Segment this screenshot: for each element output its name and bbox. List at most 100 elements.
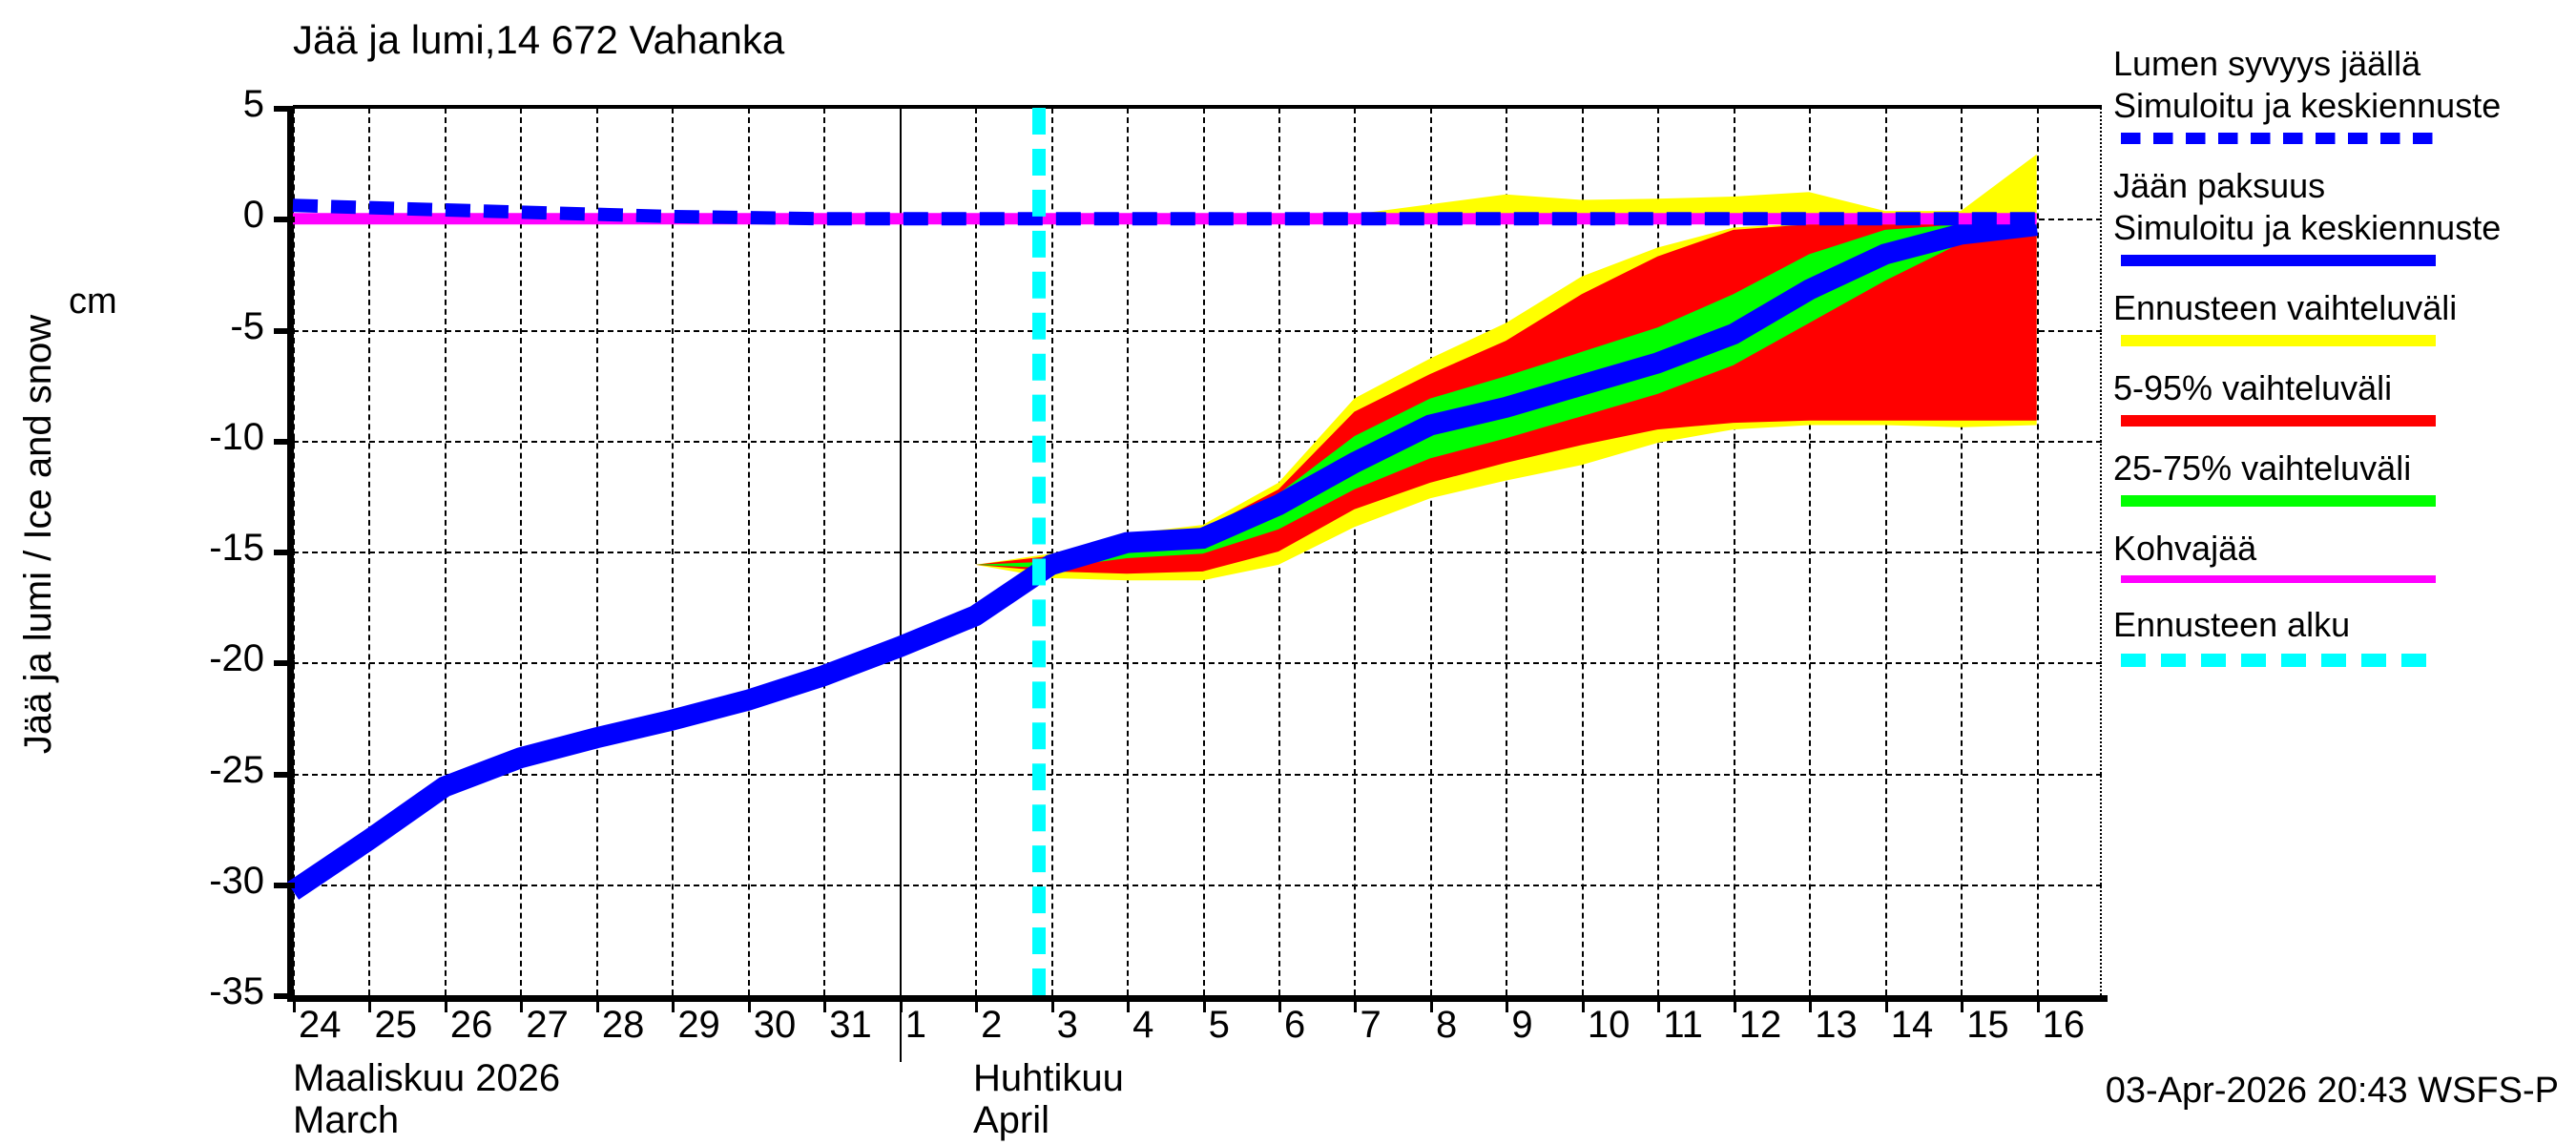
y-tick-mark: [274, 438, 295, 445]
x-tick-label: 12: [1738, 1004, 1782, 1046]
y-axis-label-wrapper: Jää ja lumi / Ice and snow: [10, 172, 67, 897]
plot-area: [286, 108, 2102, 1062]
x-tick-mark: [1733, 995, 1736, 1012]
x-tick-mark: [1809, 995, 1813, 1012]
x-tick-label: 25: [374, 1004, 417, 1046]
page-title: Jää ja lumi,14 672 Vahanka: [293, 17, 785, 62]
legend-item-swatch: [2121, 654, 2436, 667]
x-tick-label: 27: [526, 1004, 569, 1046]
x-tick-label: 28: [601, 1004, 645, 1046]
x-tick-mark: [1429, 995, 1433, 1012]
x-tick-mark: [899, 995, 903, 1012]
gridline-horizontal: [293, 773, 2102, 776]
y-tick-mark: [274, 882, 295, 888]
legend-item-title: Ennusteen vaihteluväli: [2113, 288, 2458, 327]
footer-timestamp: 03-Apr-2026 20:43 WSFS-P: [2105, 1071, 2559, 1111]
x-axis-line: [287, 995, 2108, 1002]
x-tick-mark: [1581, 995, 1585, 1012]
band-snow-range: [975, 154, 2037, 219]
legend-item-subtitle: Simuloitu ja keskiennuste: [2113, 208, 2502, 247]
x-tick-mark: [595, 995, 599, 1012]
y-tick-label: -25: [209, 748, 264, 791]
x-tick-mark: [1354, 995, 1358, 1012]
x-tick-mark: [975, 995, 979, 1012]
gridline-horizontal: [293, 662, 2102, 665]
x-tick-mark: [1202, 995, 1206, 1012]
y-tick-label: -5: [230, 304, 264, 347]
y-tick-label: -35: [209, 970, 264, 1012]
legend: Lumen syvyys jäällä Simuloitu ja keskienn…: [2113, 43, 2562, 688]
y-tick-mark: [274, 993, 295, 999]
x-tick-mark: [1961, 995, 1964, 1012]
x-tick-label: 6: [1284, 1004, 1306, 1046]
y-tick-label: -30: [209, 859, 264, 902]
legend-item-swatch: [2121, 335, 2436, 346]
legend-item[interactable]: Lumen syvyys jäällä Simuloitu ja keskienn…: [2113, 43, 2562, 144]
x-tick-mark: [444, 995, 447, 1012]
x-axis-month2-fi: Huhtikuu: [973, 1057, 1124, 1099]
gridline-horizontal: [293, 995, 2102, 997]
legend-item[interactable]: Ennusteen alku: [2113, 604, 2562, 667]
x-tick-label: 9: [1511, 1004, 1533, 1046]
y-tick-mark: [274, 327, 295, 334]
legend-item-title: Kohvajää: [2113, 529, 2257, 568]
x-axis-month2-en: April: [973, 1099, 1050, 1141]
y-tick-mark: [274, 660, 295, 667]
y-axis-label: Jää ja lumi / Ice and snow: [17, 314, 59, 755]
y-tick-mark: [274, 217, 295, 223]
x-tick-mark: [2036, 995, 2040, 1012]
x-tick-mark: [1657, 995, 1661, 1012]
x-axis-month1-fi: Maaliskuu 2026: [293, 1057, 561, 1099]
x-axis-month1-en: March: [293, 1099, 400, 1141]
x-tick-mark: [293, 995, 296, 1012]
legend-item[interactable]: 5-95% vaihteluväli: [2113, 367, 2562, 427]
legend-item-swatch: [2121, 255, 2436, 266]
y-tick-mark: [274, 771, 295, 778]
line-snow-depth-mean: [292, 198, 2037, 226]
gridline-horizontal: [293, 884, 2102, 886]
x-tick-label: 26: [449, 1004, 493, 1046]
x-tick-mark: [520, 995, 524, 1012]
x-tick-mark: [672, 995, 675, 1012]
x-tick-mark: [747, 995, 751, 1012]
x-tick-mark: [368, 995, 372, 1012]
legend-item-swatch: [2121, 415, 2436, 427]
plot-top-border: [293, 105, 2102, 109]
y-axis-unit: cm: [69, 281, 117, 322]
x-tick-label: 10: [1587, 1004, 1631, 1046]
legend-item-swatch: [2121, 575, 2436, 583]
y-tick-label: 0: [242, 194, 264, 237]
legend-item-swatch: [2121, 495, 2436, 507]
x-tick-label: 13: [1815, 1004, 1858, 1046]
legend-item[interactable]: Ennusteen vaihteluväli: [2113, 287, 2562, 346]
legend-item[interactable]: Jään paksuus Simuloitu ja keskiennuste: [2113, 165, 2562, 266]
legend-item-subtitle: Simuloitu ja keskiennuste: [2113, 86, 2502, 125]
x-tick-label: 31: [829, 1004, 872, 1046]
legend-item[interactable]: Kohvajää: [2113, 528, 2562, 583]
legend-item[interactable]: 25-75% vaihteluväli: [2113, 448, 2562, 507]
x-tick-label: 15: [1966, 1004, 2009, 1046]
legend-item-title: Lumen syvyys jäällä: [2113, 44, 2421, 83]
legend-item-title: Jään paksuus: [2113, 166, 2326, 205]
x-tick-label: 2: [981, 1004, 1003, 1046]
series-lines: [286, 198, 2038, 900]
x-tick-label: 16: [2042, 1004, 2086, 1046]
legend-item-title: 25-75% vaihteluväli: [2113, 448, 2412, 488]
x-tick-mark: [1050, 995, 1054, 1012]
x-tick-mark: [1884, 995, 1888, 1012]
gridline-horizontal: [293, 440, 2102, 443]
x-tick-label: 30: [753, 1004, 797, 1046]
y-tick-label: -15: [209, 527, 264, 569]
x-tick-label: 29: [677, 1004, 720, 1046]
legend-item-swatch: [2121, 133, 2436, 144]
x-tick-label: 3: [1056, 1004, 1078, 1046]
y-tick-label: -20: [209, 637, 264, 680]
x-tick-mark: [1127, 995, 1131, 1012]
line-ice-thickness-mean: [286, 215, 2038, 900]
x-tick-label: 14: [1890, 1004, 1934, 1046]
y-tick-label: 5: [242, 83, 264, 125]
legend-item-title: Ennusteen alku: [2113, 605, 2351, 644]
y-tick-mark: [274, 106, 295, 112]
forecast-start-line: [1031, 108, 1046, 995]
